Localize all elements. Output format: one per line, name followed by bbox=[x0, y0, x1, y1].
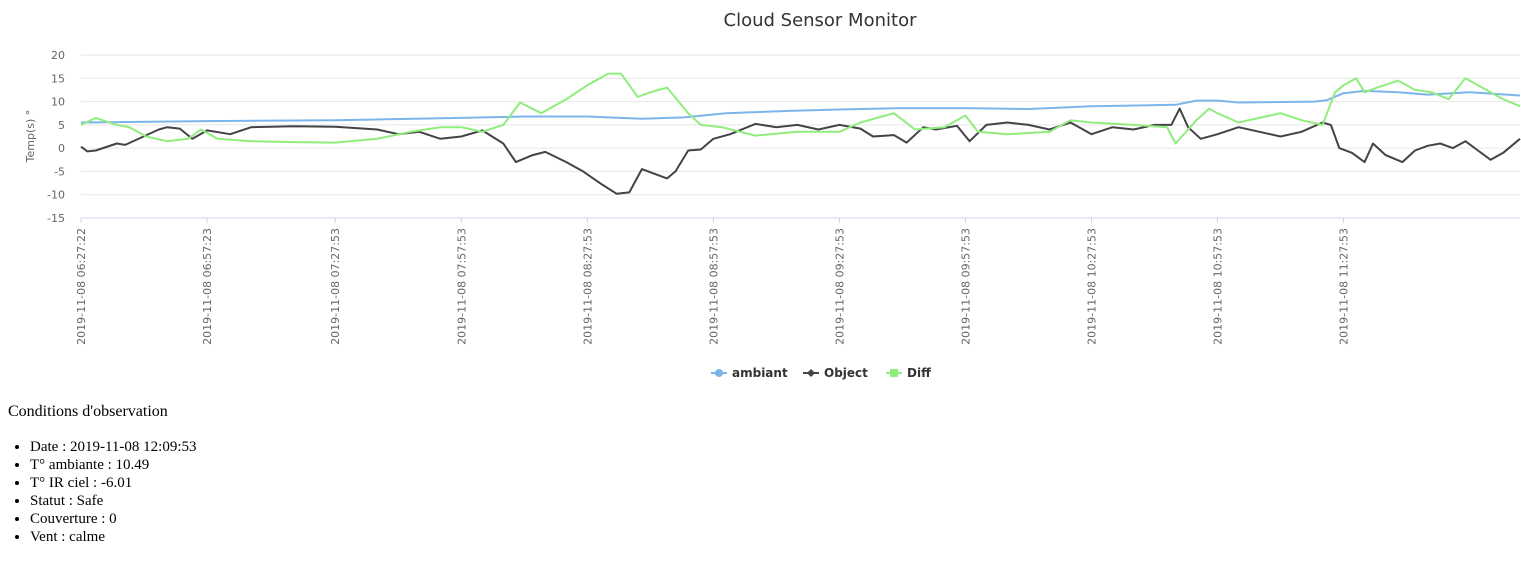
x-tick-label: 2019-11-08 08:57:53 bbox=[707, 228, 720, 345]
legend-marker-square bbox=[890, 369, 898, 377]
y-tick-label: 5 bbox=[58, 119, 65, 132]
x-tick-label: 2019-11-08 09:57:53 bbox=[959, 228, 972, 345]
y-tick-label: 20 bbox=[51, 49, 65, 62]
x-tick-label: 2019-11-08 07:57:53 bbox=[455, 228, 468, 345]
y-tick-label: 15 bbox=[51, 72, 65, 85]
condition-wind: Vent : calme bbox=[30, 528, 608, 546]
condition-date: Date : 2019-11-08 12:09:53 bbox=[30, 438, 608, 456]
condition-coverage: Couverture : 0 bbox=[30, 510, 608, 528]
y-tick-label: -15 bbox=[47, 212, 65, 225]
series-line-diff bbox=[80, 72, 1521, 145]
x-tick-label: 2019-11-08 09:27:53 bbox=[833, 228, 846, 345]
legend-item-ambiant: ambiant bbox=[711, 366, 788, 380]
y-tick-label: -5 bbox=[54, 165, 65, 178]
y-axis-label: Temp(s) ° bbox=[24, 110, 37, 164]
chart-title: Cloud Sensor Monitor bbox=[724, 10, 918, 31]
conditions-list: Date : 2019-11-08 12:09:53 T° ambiante :… bbox=[8, 438, 608, 546]
observation-conditions: Conditions d'observation Date : 2019-11-… bbox=[8, 402, 608, 546]
x-tick-label: 2019-11-08 06:57:23 bbox=[201, 228, 214, 345]
x-tick-label: 2019-11-08 10:27:53 bbox=[1085, 228, 1098, 345]
chart-container: Cloud Sensor Monitor 20 15 10 5 0 -5 -10 -15 Temp… bbox=[24, 10, 1521, 380]
series-line-ambiant bbox=[80, 89, 1521, 124]
x-tick-label: 2019-11-08 08:27:53 bbox=[581, 228, 594, 345]
legend-label: Object bbox=[824, 366, 868, 380]
legend-marker-diamond bbox=[807, 369, 815, 377]
x-tick-label: 2019-11-08 10:57:53 bbox=[1212, 228, 1225, 345]
legend-label: ambiant bbox=[732, 366, 788, 380]
x-tick-label: 2019-11-08 07:27:53 bbox=[329, 228, 342, 345]
y-tick-label: 10 bbox=[51, 96, 65, 109]
condition-ambient-temp: T° ambiante : 10.49 bbox=[30, 456, 608, 474]
legend-item-diff: Diff bbox=[886, 366, 931, 380]
y-tick-label: 0 bbox=[58, 142, 65, 155]
temperature-line-chart: Cloud Sensor Monitor 20 15 10 5 0 -5 -10 -15 Temp… bbox=[24, 10, 1521, 380]
x-tick-label: 2019-11-08 06:27:22 bbox=[75, 228, 88, 345]
legend-marker-circle bbox=[715, 369, 723, 377]
x-tick-label: 2019-11-08 11:27:53 bbox=[1338, 228, 1351, 345]
conditions-title: Conditions d'observation bbox=[8, 403, 168, 420]
legend-item-object: Object bbox=[803, 366, 868, 380]
condition-sky-ir-temp: T° IR ciel : -6.01 bbox=[30, 474, 608, 492]
y-tick-label: -10 bbox=[47, 189, 65, 202]
condition-status: Statut : Safe bbox=[30, 492, 608, 510]
legend-label: Diff bbox=[907, 366, 931, 380]
series-line-object bbox=[80, 107, 1521, 195]
